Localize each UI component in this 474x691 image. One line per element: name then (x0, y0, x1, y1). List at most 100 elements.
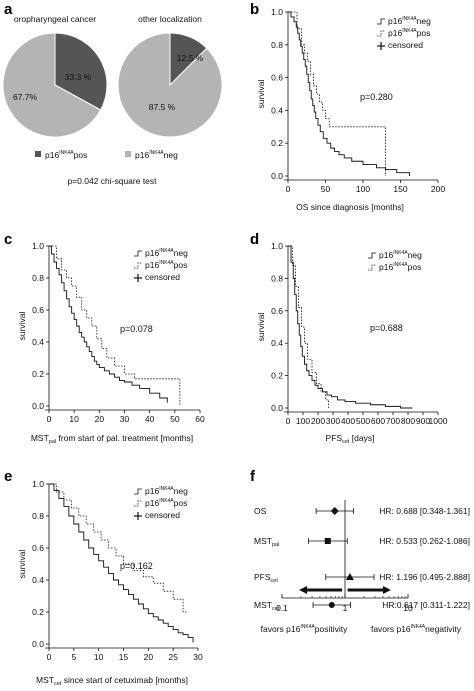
x-tick-label: 500 (356, 416, 370, 426)
pie-slice-label: 67.7% (13, 92, 38, 102)
x-tick-label: 20 (95, 414, 105, 424)
legend-label: p16INK4Aneg (145, 486, 188, 496)
y-tick-label: 0.2 (271, 371, 283, 381)
legend-label: p16INK4Apos (145, 498, 187, 508)
km-plot-e: 0.0 0.2 0.4 0.6 0.8 1.0 0 5 10 15 20 25 30 survival p=… (17, 479, 203, 662)
x-tick-label: 15 (119, 652, 129, 662)
pie-slice (2, 32, 102, 138)
x-tick-label: 0 (47, 652, 52, 662)
forest-plot: 0.1 1 10 OS HR: 0.688 [0.348-1.361] MSTpal HR:… (254, 500, 470, 634)
p-value: p=0.078 (120, 324, 153, 334)
favors-right-arrowhead (382, 586, 391, 594)
pie-slice-label: 12.5 % (177, 53, 204, 63)
x-tick-label: 100 (356, 184, 370, 194)
y-tick-label: 0.6 (271, 306, 283, 316)
legend-line (134, 500, 142, 507)
y-tick-label: 0.0 (32, 401, 44, 411)
km-series-neg (288, 245, 413, 409)
forest-hr-text: HR:0.617 [0.311-1.222] (382, 600, 470, 610)
y-tick-label: 0.4 (32, 575, 44, 585)
x-tick-label: 30 (120, 414, 130, 424)
panel-letter-f: f (250, 468, 256, 485)
favors-left-label: favors p16INK4Apositivity (261, 624, 348, 634)
panel-letter-e: e (4, 468, 12, 485)
y-tick-label: 0.6 (271, 73, 283, 83)
km-plot-b: 0.0 0.2 0.4 0.6 0.8 1.0 0 50 100 150 200 survival p=… (256, 7, 445, 194)
y-tick-label: 0.8 (32, 511, 44, 521)
y-tick-label: 1.0 (271, 7, 283, 17)
legend-line (134, 250, 142, 257)
x-tick-label: 5 (71, 652, 76, 662)
legend-pos-swatch (35, 151, 41, 157)
x-tick-label: 150 (393, 184, 407, 194)
x-tick-label: 10 (403, 603, 413, 613)
pie-right: 12.5 % 87.5 % (117, 32, 223, 138)
x-tick-label: 50 (321, 184, 331, 194)
y-tick-label: 0.0 (271, 171, 283, 181)
y-tick-label: 0.6 (32, 305, 44, 315)
pie-slice (54, 32, 108, 111)
pie-right-title: other localization (138, 14, 202, 24)
x-tick-label: 40 (145, 414, 155, 424)
forest-row-label: MSTcet (254, 600, 280, 612)
x-tick-label: 600 (371, 416, 385, 426)
panel-letter-d: d (250, 231, 259, 248)
legend-label: p16INK4Apos (379, 262, 421, 272)
x-tick-label: 0 (286, 416, 291, 426)
legend-label: censored (145, 272, 180, 282)
x-tick-label: 10 (94, 652, 104, 662)
legend-line (134, 488, 142, 495)
y-tick-label: 0.4 (271, 105, 283, 115)
x-tick-label: 400 (341, 416, 355, 426)
x-tick-label: 800 (401, 416, 415, 426)
y-axis-label: survival (17, 549, 27, 578)
y-tick-label: 0.8 (32, 273, 44, 283)
km-e-xlabel: MSTcet since start of cetuximab [months] (36, 675, 188, 687)
forest-marker (324, 538, 331, 544)
panel-letter-a: a (4, 1, 13, 18)
x-tick-label: 200 (431, 184, 445, 194)
legend-pos-label: p16INK4Apos (45, 150, 87, 160)
km-plot-d: 0.0 0.2 0.4 0.6 0.8 1.0 0 100 200 300 400 500 600 700… (256, 241, 448, 426)
y-tick-label: 0.2 (32, 607, 44, 617)
x-tick-label: 300 (326, 416, 340, 426)
pie-left-title: oropharyngeal cancer (14, 14, 96, 24)
forest-row-label: PFScet (254, 572, 278, 584)
x-tick-label: 20 (144, 652, 154, 662)
x-tick-label: 900 (416, 416, 430, 426)
forest-hr-text: HR: 0.688 [0.348-1.361] (379, 506, 470, 516)
x-tick-label: 60 (195, 414, 205, 424)
x-tick-label: 700 (386, 416, 400, 426)
km-series-neg (288, 11, 410, 176)
legend-label: p16INK4Apos (388, 28, 430, 38)
p-value: p=0.162 (120, 561, 153, 571)
km-series-neg (49, 483, 194, 643)
legend-label: p16INK4Apos (145, 260, 187, 270)
forest-hr-text: HR: 0.533 [0.262-1.086] (379, 536, 470, 546)
y-tick-label: 0.8 (271, 40, 283, 50)
forest-row-label: MSTpal (254, 536, 279, 548)
chi-square-note: p=0.042 chi-square test (67, 176, 157, 186)
y-axis-label: survival (17, 311, 27, 340)
pie-left: 33.3 % 67.7% (2, 32, 108, 138)
panel-letter-b: b (250, 1, 259, 18)
legend-label: censored (145, 510, 180, 520)
x-tick-label: 200 (311, 416, 325, 426)
panel-a: oropharyngeal cancer other localization … (2, 14, 223, 186)
km-d-xlabel: PFScet [days] (326, 433, 375, 445)
legend-label: p16INK4Aneg (379, 250, 422, 260)
km-series-pos (288, 245, 329, 408)
x-tick-label: 1000 (429, 416, 448, 426)
legend-line (134, 262, 142, 269)
y-tick-label: 0.0 (271, 403, 283, 413)
km-series-pos (49, 245, 181, 406)
legend-line (368, 264, 376, 271)
x-tick-label: 10 (69, 414, 79, 424)
km-c-xlabel: MSTpal from start of pal. treatment [mon… (31, 433, 193, 445)
legend-label: p16INK4Aneg (145, 248, 188, 258)
km-series-neg (49, 245, 168, 403)
y-tick-label: 0.4 (32, 337, 44, 347)
y-tick-label: 1.0 (32, 479, 44, 489)
x-tick-label: 50 (170, 414, 180, 424)
